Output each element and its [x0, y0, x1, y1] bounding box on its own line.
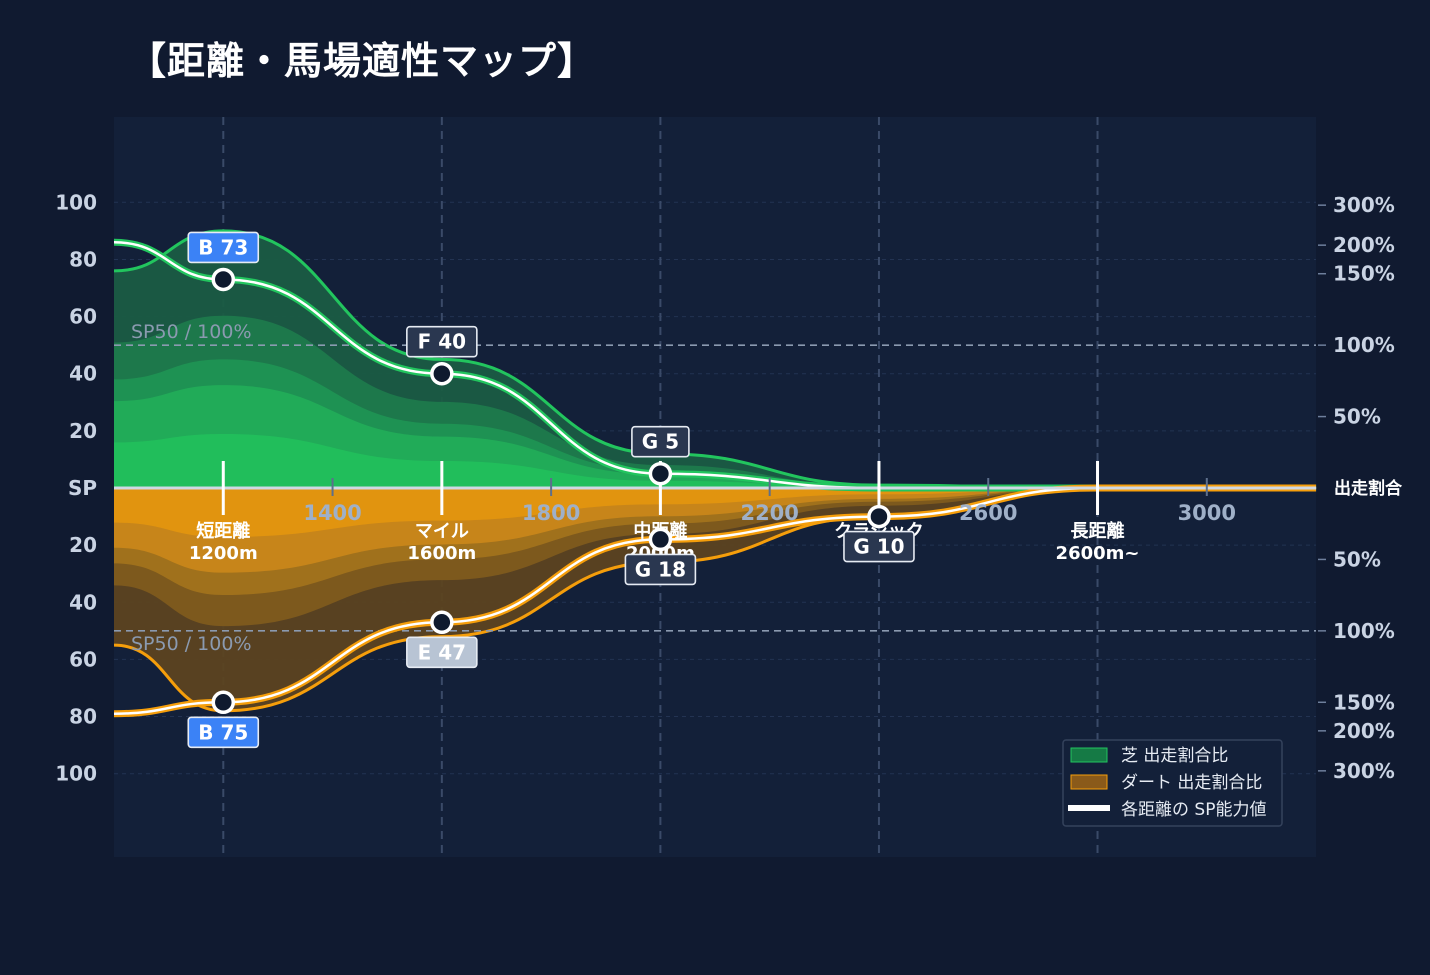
y-tick-turf-0: 100 [55, 190, 97, 214]
dirt-ratio-area-4 [114, 488, 1316, 538]
dirt-grade-label-2: E 47 [418, 640, 466, 664]
x-tick-label-3: 2600 [959, 501, 1017, 525]
dirt-grade-badge-1 [187, 716, 260, 749]
dirt-sp-point-4 [867, 504, 891, 529]
reference-label-dirt: SP50 / 100% [131, 633, 252, 655]
dirt-grade-badge-3 [624, 553, 697, 586]
y-tick-dirt-2: 60 [69, 647, 97, 671]
turf-sp-point-3 [648, 461, 673, 486]
right-tick-turf-2: 150% [1333, 262, 1395, 286]
legend-swatch-sp [1068, 805, 1110, 811]
dirt-grade-label-1: B 75 [198, 720, 248, 744]
legend-label-dirt: ダート 出走割合比 [1121, 773, 1262, 793]
dirt-grade-label-4: G 10 [853, 535, 904, 559]
dirt-sp-point-1 [211, 690, 236, 715]
turf-grade-label-1: B 73 [198, 235, 248, 259]
y-tick-dirt-3: 80 [69, 705, 97, 729]
turf-sp-point-1 [211, 267, 236, 292]
y-tick-turf-3: 40 [69, 362, 97, 386]
legend-swatch-dirt [1070, 774, 1108, 790]
x-tick-label-2: 2200 [740, 501, 798, 525]
y-tick-dirt-4: 100 [55, 762, 97, 786]
reference-label-turf: SP50 / 100% [131, 321, 252, 343]
turf-grade-label-2: F 40 [418, 330, 466, 354]
x-tick-label-1: 1800 [522, 501, 580, 525]
legend-box [1062, 739, 1283, 827]
reference-lines: SP50 / 100% SP50 / 100% [114, 321, 1316, 655]
right-tick-turf-0: 300% [1333, 193, 1395, 217]
legend: 芝 出走割合比 ダート 出走割合比 各距離の SP能力値 [1062, 739, 1283, 827]
category-range-4: 2600m~ [1056, 543, 1140, 564]
x-tick-label-0: 1400 [303, 501, 361, 525]
legend-swatch-turf [1070, 747, 1108, 763]
right-center-label: 出走割合 [1334, 478, 1403, 499]
right-tick-turf-4: 50% [1333, 405, 1381, 429]
right-tick-dirt-1: 200% [1333, 719, 1395, 743]
category-range-1: 1600m [407, 543, 476, 564]
dirt-grade-label-3: G 18 [635, 557, 686, 581]
y-center-label: SP [68, 476, 97, 500]
category-name-0: 短距離 [196, 520, 250, 542]
chart-title: 【距離・馬場適性マップ】 [128, 39, 597, 83]
y-tick-dirt-1: 40 [69, 590, 97, 614]
grade-labels: B 73 F 40 G 5 B 75 E 47 G 18 G 10 [187, 231, 915, 749]
dirt-sp-point-3 [648, 527, 673, 552]
category-name-1: マイル [415, 521, 469, 542]
turf-grade-label-3: G 5 [642, 430, 679, 454]
legend-label-turf: 芝 出走割合比 [1121, 746, 1228, 766]
turf-grade-badge-3 [631, 425, 690, 458]
y-tick-dirt-0: 20 [69, 533, 97, 557]
category-name-4: 長距離 [1071, 520, 1125, 542]
y-tick-turf-2: 60 [69, 305, 97, 329]
y-tick-turf-1: 80 [69, 247, 97, 271]
right-tick-dirt-3: 100% [1333, 619, 1395, 643]
dirt-grade-badge-2 [406, 636, 478, 669]
right-tick-dirt-0: 300% [1333, 759, 1395, 783]
right-tick-turf-1: 200% [1333, 233, 1395, 257]
dirt-grade-badge-4 [843, 530, 915, 563]
right-tick-dirt-4: 50% [1333, 547, 1381, 571]
axes: 14001800220026003000短距離1200mマイル1600m中距離2… [55, 190, 1403, 785]
turf-ratio-area-4 [114, 434, 1316, 489]
turf-grade-badge-2 [406, 325, 478, 358]
legend-label-sp: 各距離の SP能力値 [1121, 800, 1266, 820]
dirt-sp-point-2 [430, 610, 454, 635]
x-tick-label-4: 3000 [1178, 501, 1236, 525]
right-tick-dirt-2: 150% [1333, 690, 1395, 714]
turf-grade-badge-1 [187, 231, 260, 264]
turf-sp-point-2 [430, 361, 454, 386]
right-tick-turf-3: 100% [1333, 333, 1395, 357]
category-range-0: 1200m [189, 543, 258, 564]
y-tick-turf-4: 20 [69, 419, 97, 443]
